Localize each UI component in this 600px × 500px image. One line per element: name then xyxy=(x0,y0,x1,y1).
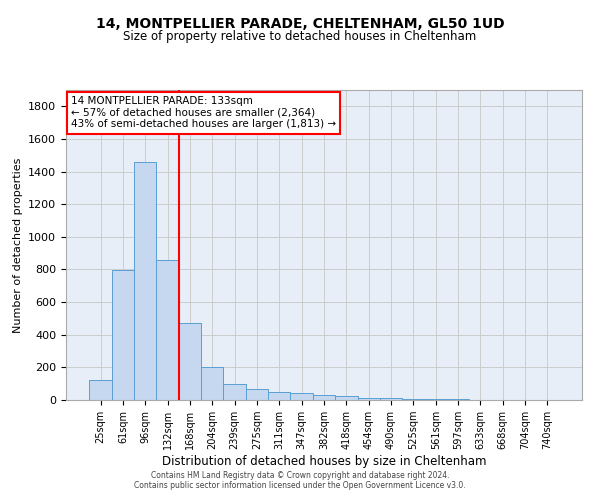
Bar xyxy=(179,324,201,400)
Text: Contains HM Land Registry data © Crown copyright and database right 2024.
Contai: Contains HM Land Registry data © Crown c… xyxy=(134,470,466,490)
Bar xyxy=(290,394,313,400)
Bar xyxy=(201,368,223,400)
Bar xyxy=(268,392,290,400)
Y-axis label: Number of detached properties: Number of detached properties xyxy=(13,158,23,332)
Bar xyxy=(89,380,112,400)
Bar xyxy=(402,398,425,400)
Bar xyxy=(223,384,246,400)
Bar xyxy=(246,390,268,400)
Text: 14 MONTPELLIER PARADE: 133sqm
← 57% of detached houses are smaller (2,364)
43% o: 14 MONTPELLIER PARADE: 133sqm ← 57% of d… xyxy=(71,96,336,130)
Bar xyxy=(425,399,447,400)
Bar xyxy=(335,396,358,400)
Bar xyxy=(134,162,157,400)
Bar xyxy=(358,398,380,400)
Text: Size of property relative to detached houses in Cheltenham: Size of property relative to detached ho… xyxy=(124,30,476,43)
X-axis label: Distribution of detached houses by size in Cheltenham: Distribution of detached houses by size … xyxy=(162,455,486,468)
Bar xyxy=(313,395,335,400)
Bar xyxy=(380,398,402,400)
Text: 14, MONTPELLIER PARADE, CHELTENHAM, GL50 1UD: 14, MONTPELLIER PARADE, CHELTENHAM, GL50… xyxy=(95,18,505,32)
Bar xyxy=(157,260,179,400)
Bar xyxy=(112,270,134,400)
